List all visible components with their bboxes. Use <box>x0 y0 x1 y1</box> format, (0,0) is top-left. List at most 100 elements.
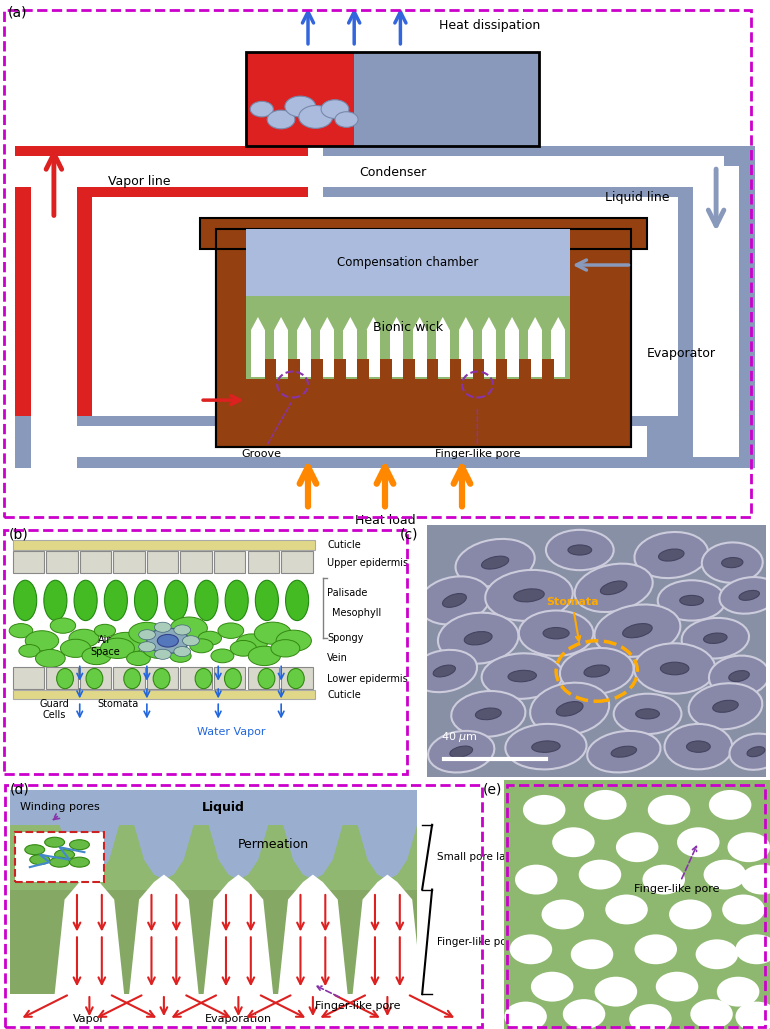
Ellipse shape <box>475 708 501 719</box>
Text: Stomata: Stomata <box>97 699 138 709</box>
Bar <box>357 358 369 380</box>
Text: Bionic wick: Bionic wick <box>373 321 444 333</box>
Ellipse shape <box>741 864 770 894</box>
Text: (e): (e) <box>483 782 503 796</box>
Circle shape <box>169 649 191 663</box>
Polygon shape <box>390 317 403 330</box>
Ellipse shape <box>104 580 127 620</box>
Circle shape <box>108 633 144 654</box>
Polygon shape <box>436 317 450 330</box>
Ellipse shape <box>552 827 594 857</box>
Ellipse shape <box>704 859 746 889</box>
Bar <box>31 167 77 467</box>
Bar <box>473 358 484 380</box>
Bar <box>46 667 78 688</box>
Ellipse shape <box>648 795 690 825</box>
Circle shape <box>276 630 311 651</box>
Ellipse shape <box>450 746 473 757</box>
Ellipse shape <box>729 734 770 770</box>
Bar <box>528 330 542 377</box>
Bar <box>367 330 380 377</box>
Ellipse shape <box>656 971 698 1001</box>
Text: Air
Space: Air Space <box>90 635 120 657</box>
Bar <box>551 330 565 377</box>
Circle shape <box>211 649 234 663</box>
Circle shape <box>25 631 59 650</box>
Ellipse shape <box>584 665 610 677</box>
Bar <box>246 52 539 145</box>
Polygon shape <box>55 875 124 994</box>
Ellipse shape <box>434 665 455 677</box>
Text: Palisade: Palisade <box>327 588 368 598</box>
Circle shape <box>25 845 45 855</box>
Bar <box>482 330 496 377</box>
Ellipse shape <box>464 632 492 645</box>
Bar <box>214 667 246 688</box>
Circle shape <box>139 630 156 640</box>
Bar <box>297 330 311 377</box>
Text: Guard
Cells: Guard Cells <box>40 699 69 720</box>
Bar <box>246 296 570 380</box>
Bar <box>459 330 473 377</box>
Text: Heat dissipation: Heat dissipation <box>439 20 540 33</box>
Circle shape <box>190 639 213 652</box>
Ellipse shape <box>508 670 537 682</box>
Text: Upper epidermis: Upper epidermis <box>327 558 408 568</box>
Ellipse shape <box>225 580 248 620</box>
Text: Liquid line: Liquid line <box>605 191 670 204</box>
Text: Finger-like pore: Finger-like pore <box>434 409 521 459</box>
Bar <box>12 689 315 699</box>
Ellipse shape <box>419 576 490 625</box>
Ellipse shape <box>485 570 573 620</box>
Bar <box>505 330 519 377</box>
Circle shape <box>55 850 75 859</box>
Polygon shape <box>551 317 565 330</box>
Polygon shape <box>482 317 496 330</box>
Circle shape <box>230 640 256 657</box>
Ellipse shape <box>523 795 565 825</box>
Ellipse shape <box>456 539 534 587</box>
Ellipse shape <box>691 999 733 1029</box>
Text: Heat load: Heat load <box>355 514 415 528</box>
Ellipse shape <box>642 864 685 894</box>
Text: Mesophyll: Mesophyll <box>332 608 381 618</box>
Ellipse shape <box>735 934 770 964</box>
Ellipse shape <box>86 669 103 688</box>
Text: Vein: Vein <box>327 653 348 664</box>
Ellipse shape <box>677 827 719 857</box>
Ellipse shape <box>135 580 158 620</box>
Text: Finger-like pore: Finger-like pore <box>315 986 400 1012</box>
Ellipse shape <box>532 741 560 752</box>
Bar <box>693 167 739 457</box>
Ellipse shape <box>287 669 304 688</box>
Ellipse shape <box>258 669 275 688</box>
Circle shape <box>299 106 333 129</box>
Circle shape <box>154 649 171 660</box>
Text: (d): (d) <box>10 782 30 796</box>
Bar <box>200 218 647 249</box>
Ellipse shape <box>225 669 241 688</box>
Ellipse shape <box>623 624 652 638</box>
Bar <box>31 426 647 457</box>
Polygon shape <box>278 875 348 994</box>
Text: Permeation: Permeation <box>238 839 309 851</box>
Ellipse shape <box>669 899 711 929</box>
Bar <box>678 145 755 467</box>
Bar <box>80 552 111 573</box>
Ellipse shape <box>165 580 188 620</box>
Bar <box>311 358 323 380</box>
Ellipse shape <box>515 864 557 894</box>
Text: Cuticle: Cuticle <box>327 540 361 549</box>
Ellipse shape <box>713 701 738 712</box>
Bar <box>10 790 417 825</box>
Bar <box>323 145 755 198</box>
Polygon shape <box>367 317 380 330</box>
Ellipse shape <box>739 591 759 600</box>
Ellipse shape <box>636 709 659 719</box>
Ellipse shape <box>519 610 594 655</box>
Text: Condenser: Condenser <box>359 167 427 179</box>
Circle shape <box>182 636 199 646</box>
Ellipse shape <box>709 790 752 820</box>
Text: Cuticle: Cuticle <box>327 690 361 700</box>
Polygon shape <box>203 875 273 994</box>
